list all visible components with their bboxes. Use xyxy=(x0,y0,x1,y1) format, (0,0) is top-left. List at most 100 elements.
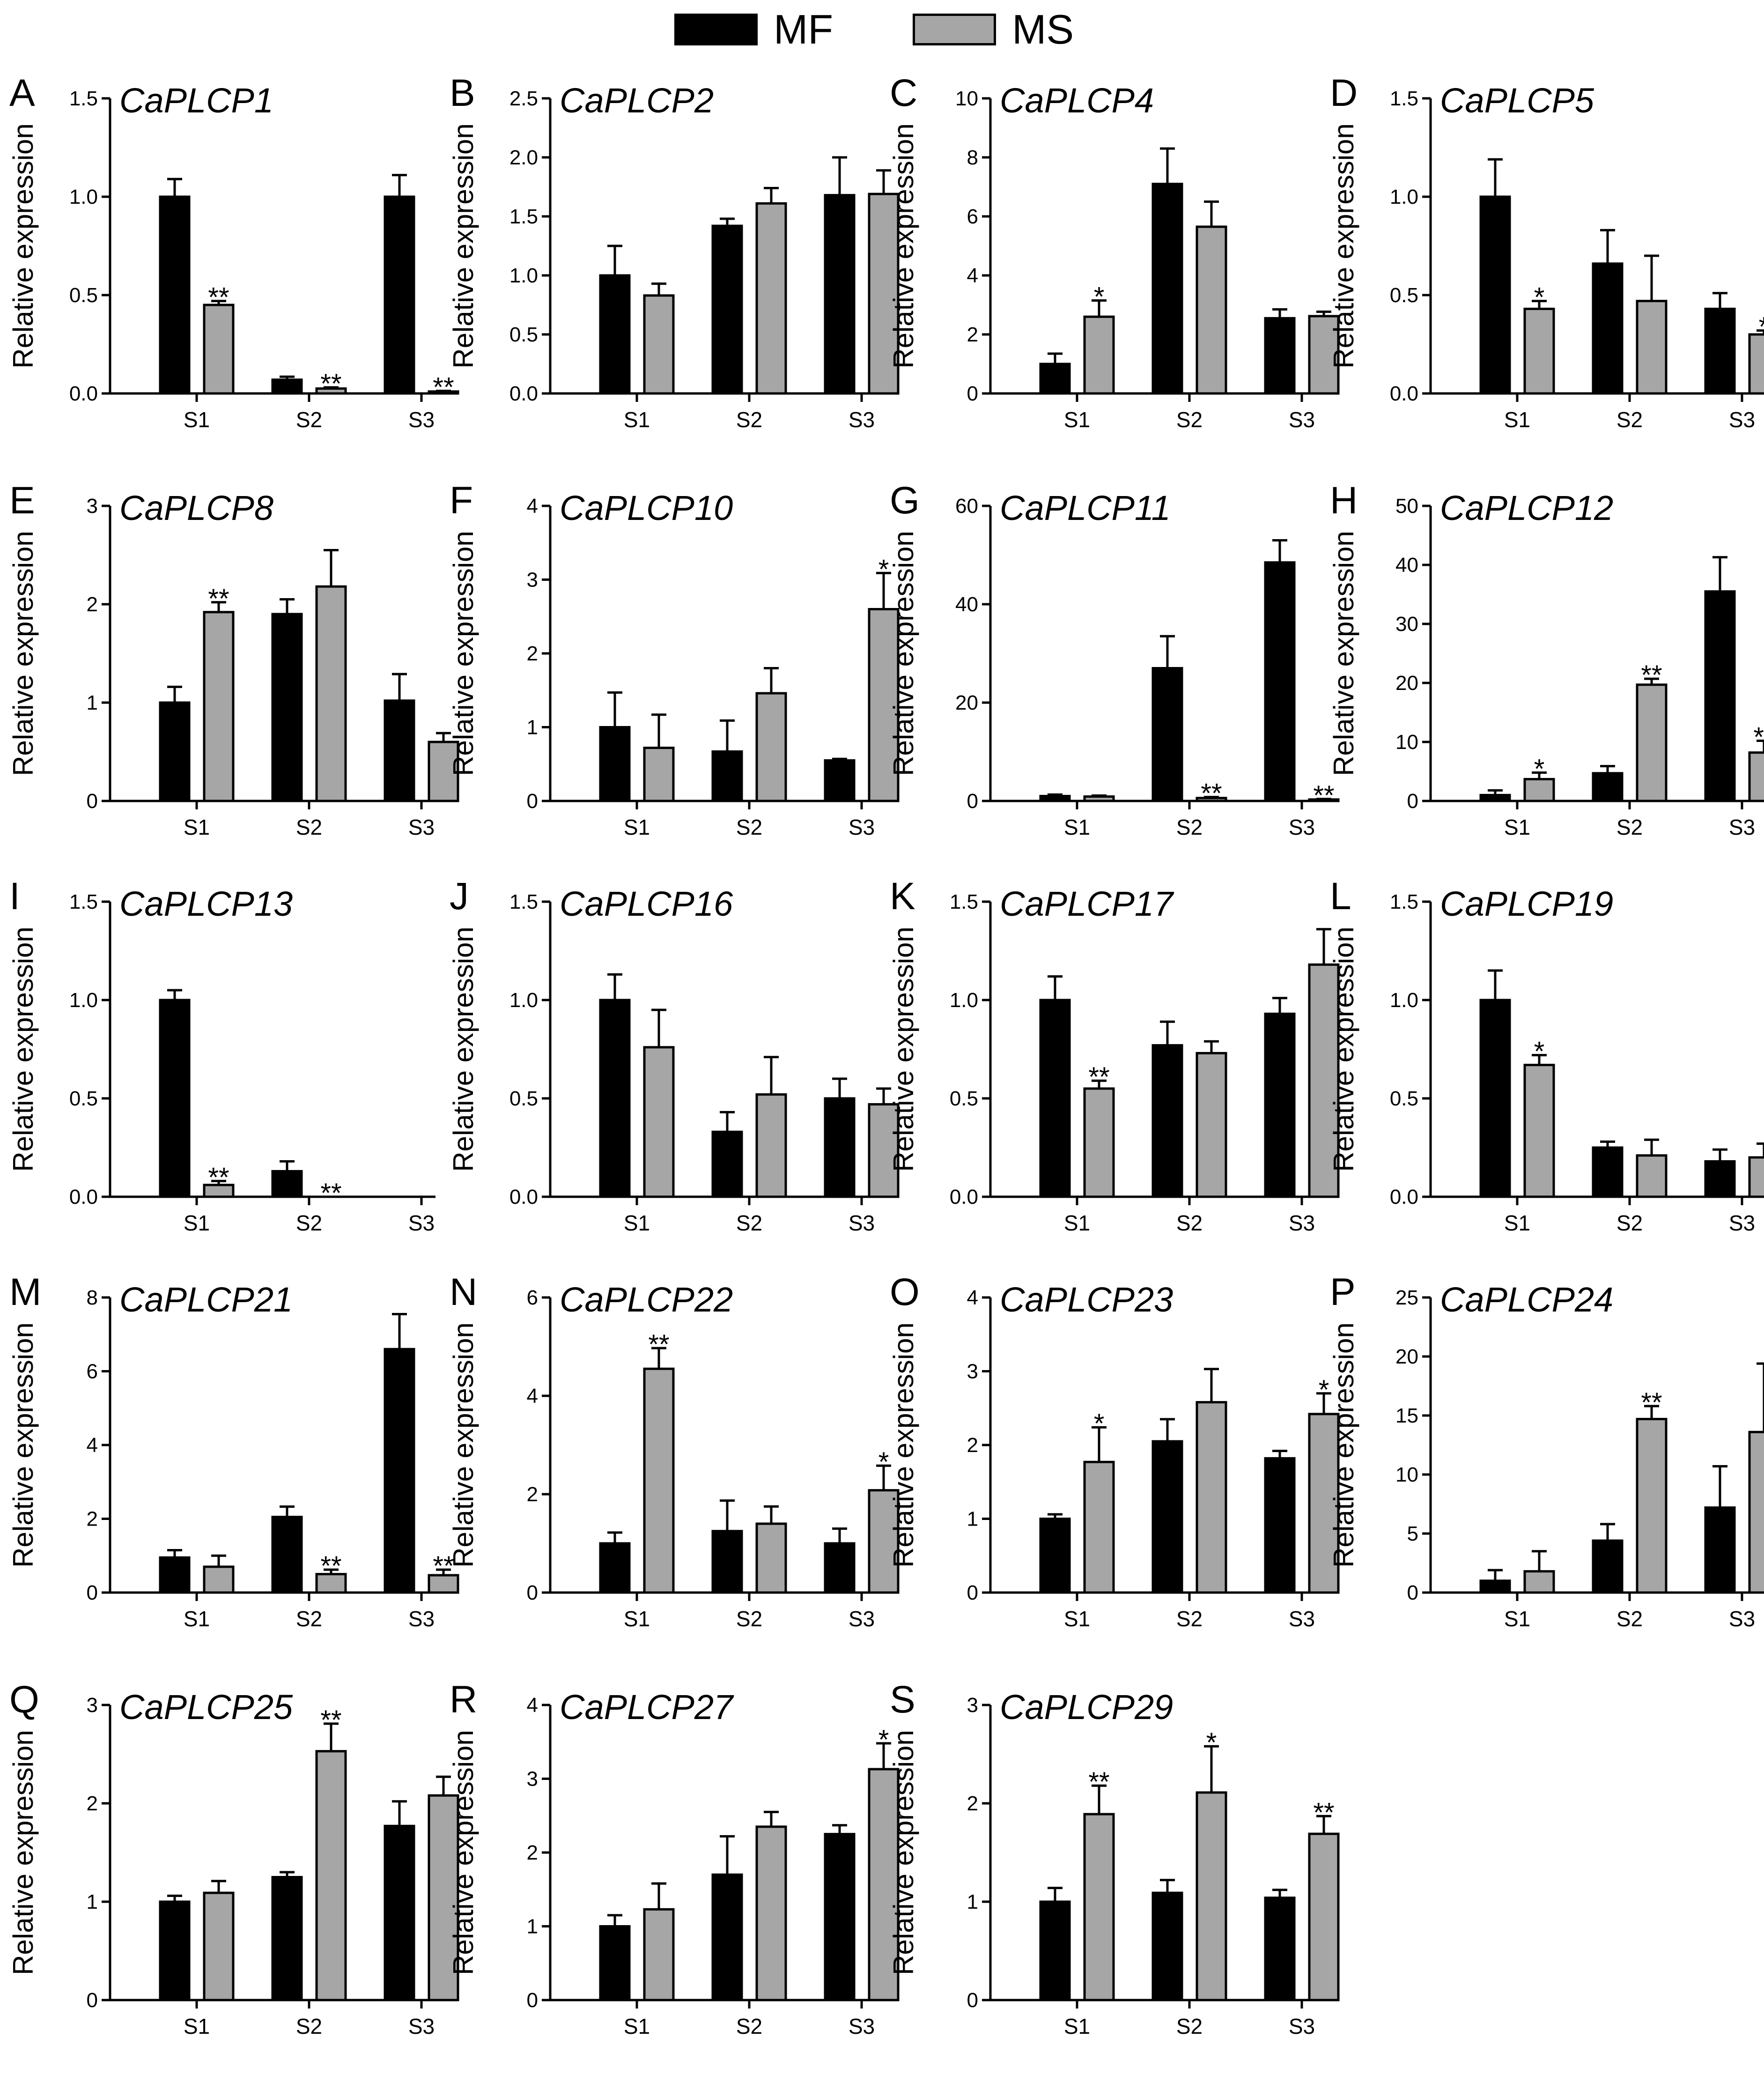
bar-mf xyxy=(1704,1160,1736,1198)
bar-mf xyxy=(1479,793,1511,802)
x-tick-label: S1 xyxy=(184,815,210,839)
bar-ms xyxy=(868,1489,900,1594)
error-bar-mf xyxy=(280,375,295,380)
y-axis-label: Relative expression xyxy=(1328,926,1359,1172)
x-tick-label: S3 xyxy=(408,408,435,432)
x-tick-label: S2 xyxy=(296,815,322,839)
error-bar-mf xyxy=(1600,1523,1615,1541)
x-tick-label: S1 xyxy=(1504,815,1530,839)
x-tick-label: S3 xyxy=(1729,815,1755,839)
significance-marker: ** xyxy=(1088,1062,1109,1092)
panel-letter: Q xyxy=(9,1678,39,1721)
chart-svg: Relative expression 0 1 2 3 4 S1 S2 S3 * * xyxy=(888,1286,1340,1631)
error-bar-ms xyxy=(1204,1368,1219,1402)
error-bar-mf xyxy=(607,1531,622,1543)
panel-title: CaPLCP1 xyxy=(119,81,274,120)
bar-ms xyxy=(1523,1064,1555,1198)
error-bar-ms xyxy=(324,1568,339,1574)
chart-svg: Relative expression 0 1 2 3 S1 S2 S3 ** xyxy=(7,1694,459,2038)
bar-ms xyxy=(1523,1570,1555,1594)
y-tick-label: 1.0 xyxy=(509,264,538,287)
panel-letter: N xyxy=(450,1271,478,1313)
y-axis-label: Relative expression xyxy=(448,531,479,776)
bar-mf xyxy=(1151,1044,1183,1198)
y-tick-label: 2 xyxy=(87,1792,98,1815)
panel-title: CaPLCP27 xyxy=(560,1688,733,1727)
x-tick-label: S1 xyxy=(1064,408,1090,432)
significance-marker: * xyxy=(1759,312,1764,342)
panel-letter: I xyxy=(9,875,20,918)
x-tick-label: S1 xyxy=(624,1607,650,1631)
error-bar-ms xyxy=(211,1179,226,1185)
bar-ms xyxy=(1083,315,1115,395)
chart-svg: Relative expression 0 2 4 6 8 S1 S2 S3 ** ** xyxy=(7,1286,459,1631)
x-tick-label: S2 xyxy=(1616,1607,1643,1631)
bar-ms xyxy=(1636,300,1668,395)
bar-mf xyxy=(1264,317,1296,395)
significance-marker: ** xyxy=(648,1329,669,1360)
bar-ms xyxy=(643,294,675,395)
x-tick-label: S2 xyxy=(736,408,762,432)
error-bar-mf xyxy=(167,1894,182,1902)
panel-title: CaPLCP24 xyxy=(1440,1280,1614,1319)
bar-ms xyxy=(1083,1087,1115,1198)
bar-mf xyxy=(159,999,191,1198)
y-tick-label: 0.0 xyxy=(69,382,98,405)
significance-marker: ** xyxy=(208,1162,229,1193)
bar-mf xyxy=(384,1824,415,2001)
y-tick-label: 0.0 xyxy=(1390,382,1418,405)
error-bar-mf xyxy=(1160,635,1175,668)
bar-ms xyxy=(1196,1052,1227,1198)
chart-svg: Relative expression 0 5 10 15 20 25 S1 S2 S3 ** xyxy=(1328,1286,1764,1631)
x-tick-label: S2 xyxy=(1616,815,1643,839)
x-tick-label: S3 xyxy=(1289,408,1315,432)
bar-ms xyxy=(755,1522,787,1594)
bar-ms xyxy=(203,611,235,802)
significance-marker: ** xyxy=(1201,778,1222,809)
error-bar-ms xyxy=(436,390,451,393)
panel-title: CaPLCP21 xyxy=(119,1280,293,1319)
bar-mf xyxy=(1264,1457,1296,1594)
significance-marker: ** xyxy=(1088,1767,1109,1797)
y-tick-label: 1 xyxy=(967,1508,978,1531)
error-bar-ms xyxy=(764,1810,779,1827)
y-tick-label: 0.5 xyxy=(509,323,538,346)
significance-marker: * xyxy=(1206,1727,1217,1758)
panel-a: A CaPLCP1 Relative expression 0.0 0.5 1.0 1.5 S… xyxy=(0,66,459,464)
error-bar-ms xyxy=(324,549,339,587)
y-axis-label: Relative expression xyxy=(7,926,39,1172)
x-tick-label: S2 xyxy=(1616,408,1643,432)
panel-title: CaPLCP12 xyxy=(1440,489,1614,527)
y-tick-label: 40 xyxy=(955,593,978,616)
x-tick-label: S3 xyxy=(1289,815,1315,839)
bar-ms xyxy=(428,741,459,802)
x-tick-label: S3 xyxy=(408,1211,435,1235)
bar-mf xyxy=(1592,1539,1624,1594)
panel-title: CaPLCP11 xyxy=(1000,489,1171,527)
y-tick-label: 6 xyxy=(527,1286,538,1309)
y-tick-label: 4 xyxy=(967,1286,978,1309)
chart-svg: Relative expression 0 1 2 3 4 S1 S2 S3 * xyxy=(448,495,900,839)
bar-mf xyxy=(1039,363,1071,395)
panel-letter: F xyxy=(450,479,473,522)
error-bar-ms xyxy=(1204,200,1219,227)
panel-letter: K xyxy=(890,875,915,918)
panel-title: CaPLCP29 xyxy=(1000,1688,1174,1727)
error-bar-ms xyxy=(651,1347,666,1369)
error-bar-ms xyxy=(876,1087,891,1104)
y-axis-label: Relative expression xyxy=(888,123,919,369)
bar-mf xyxy=(1592,772,1624,802)
error-bar-ms xyxy=(876,1464,891,1490)
error-bar-ms xyxy=(1532,1550,1547,1571)
bar-ms xyxy=(203,1565,235,1594)
significance-marker: * xyxy=(878,1447,889,1477)
x-tick-label: S2 xyxy=(1176,1211,1203,1235)
error-bar-ms xyxy=(1316,798,1331,800)
error-bar-ms xyxy=(651,1882,666,1910)
panel-n: N CaPLCP22 Relative expression 0 2 4 6 S1 S2 S3 **… xyxy=(440,1265,900,1663)
y-tick-label: 1.5 xyxy=(509,890,538,913)
error-bar-ms xyxy=(1204,796,1219,799)
error-bar-mf xyxy=(1160,1879,1175,1893)
y-tick-label: 2 xyxy=(87,593,98,616)
